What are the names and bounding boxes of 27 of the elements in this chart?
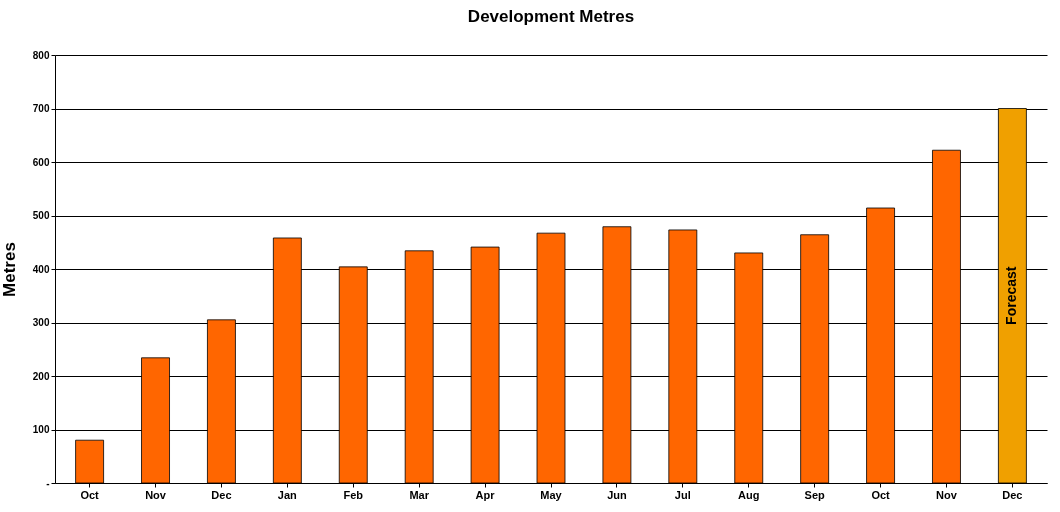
y-tick-label: 400 (32, 263, 50, 275)
x-tick-label: Sep (804, 488, 826, 501)
chart-title: Development Metres (467, 7, 635, 26)
x-tick-label: Aug (738, 488, 760, 501)
y-tick-label: 300 (32, 317, 50, 328)
x-tick-label: Jan (277, 488, 298, 501)
x-tick-label: Dec (1002, 488, 1023, 501)
x-tick-label: Nov (145, 488, 167, 501)
y-tick-label: 100 (32, 424, 50, 435)
x-tick-label: Nov (936, 488, 958, 501)
y-tick-label: 200 (32, 370, 50, 382)
x-tick-label: Jun (607, 488, 627, 501)
y-tick-label: 500 (32, 210, 50, 221)
y-tick-label: 700 (32, 103, 50, 114)
x-tick-label: Dec (211, 488, 232, 501)
y-tick-label: - (46, 477, 50, 489)
x-tick-label: Apr (475, 488, 496, 501)
x-tick-label: May (540, 488, 563, 501)
y-tick-label: 600 (32, 156, 50, 168)
x-tick-label: Feb (343, 488, 364, 501)
x-tick-label: Oct (80, 488, 100, 501)
x-tick-label: Mar (409, 488, 430, 501)
x-tick-label: Jul (674, 488, 691, 501)
y-tick-label: 800 (32, 49, 50, 61)
annotation: Forecast (1003, 266, 1020, 325)
x-tick-label: Oct (871, 488, 891, 501)
y-axis-title: Metres (0, 242, 19, 297)
